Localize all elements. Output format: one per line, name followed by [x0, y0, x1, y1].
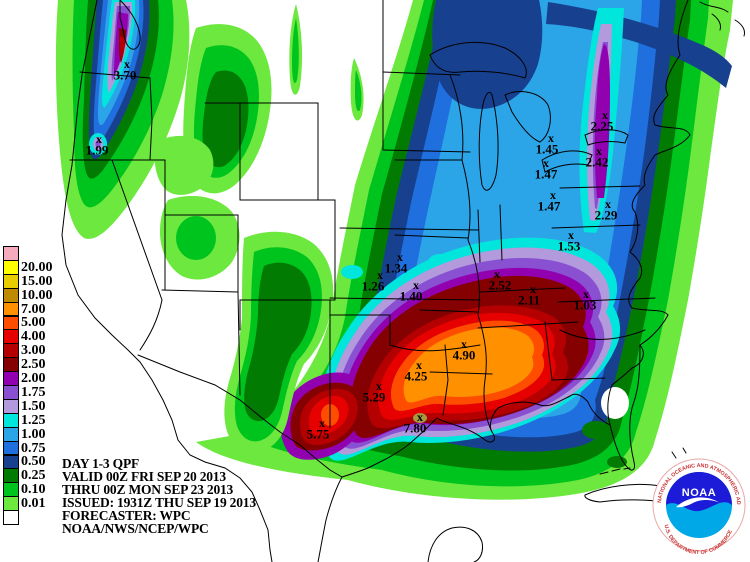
legend-swatch	[3, 259, 19, 275]
max-point-x-marker: x	[96, 132, 102, 146]
legend-label: 3.00	[21, 343, 46, 359]
legend-swatch	[3, 315, 19, 331]
legend-label: 0.01	[21, 496, 46, 512]
legend-label: 1.00	[21, 426, 46, 442]
seagull-icon	[676, 497, 720, 508]
florida-dry-hole	[601, 387, 629, 419]
max-point-x-marker: x	[461, 337, 467, 351]
legend-swatch	[3, 398, 19, 414]
max-point-x-marker: x	[530, 282, 536, 296]
legend-label: 2.50	[21, 357, 46, 373]
legend-swatch	[3, 246, 19, 261]
max-point-x-marker: x	[376, 379, 382, 393]
max-point-value: 3.70	[113, 67, 137, 83]
legend-swatch	[3, 357, 19, 373]
legend-label: 1.75	[21, 384, 46, 400]
legend-swatch	[3, 287, 19, 303]
legend-label: 15.00	[21, 273, 53, 289]
max-point-value: 1.40	[399, 288, 423, 304]
max-point-x-marker: x	[550, 188, 556, 202]
max-point-value: 2.42	[585, 154, 609, 170]
max-point-value: 1.99	[85, 142, 109, 158]
legend-swatch	[3, 301, 19, 317]
state-boundaries	[61, 0, 745, 562]
legend-swatch	[3, 385, 19, 400]
legend-label: 1.50	[21, 398, 46, 414]
max-point-value: 1.03	[573, 297, 597, 313]
legend-swatch	[3, 426, 19, 442]
max-point-x-marker: x	[596, 144, 602, 158]
max-point-x-marker: x	[124, 57, 130, 71]
legend-label: 5.00	[21, 315, 46, 331]
legend-label: 20.00	[21, 259, 53, 275]
max-point-x-marker: x	[583, 287, 589, 301]
info-line: DAY 1-3 QPF	[62, 456, 140, 471]
legend-label: 4.00	[21, 329, 46, 345]
max-point-x-marker: x	[543, 156, 549, 170]
max-point-value: 1.45	[535, 141, 559, 157]
max-point-value: 2.11	[517, 292, 541, 308]
info-line: ISSUED: 1931Z THU SEP 19 2013	[62, 495, 256, 510]
legend-label: 2.00	[21, 371, 46, 387]
max-point-x-marker: x	[377, 268, 383, 282]
legend-swatch	[3, 496, 19, 512]
legend-swatch	[3, 510, 19, 525]
max-point-x-marker: x	[413, 278, 419, 292]
max-point-x-marker: x	[319, 416, 325, 430]
legend-swatch	[3, 343, 19, 359]
legend-label: 0.25	[21, 468, 46, 484]
max-point-value: 7.80	[403, 420, 427, 436]
logo-noaa-text: NOAA	[682, 487, 716, 499]
max-point-value: 5.29	[362, 389, 386, 405]
max-point-x-marker: x	[417, 410, 423, 424]
legend-swatch	[3, 468, 19, 484]
legend-label: 0.50	[21, 454, 46, 470]
legend-swatch	[3, 482, 19, 498]
legend-label: 0.10	[21, 482, 46, 498]
max-point-x-marker: x	[548, 131, 554, 145]
info-line: NOAA/NWS/NCEP/WPC	[62, 521, 209, 536]
max-point-value: 1.47	[534, 166, 558, 182]
max-point-value: 1.34	[384, 260, 408, 276]
max-point-value: 2.29	[594, 207, 618, 223]
max-point-value: 2.25	[590, 118, 614, 134]
legend-label: 1.25	[21, 412, 46, 428]
legend-label: 7.00	[21, 301, 46, 317]
max-point-x-marker: x	[397, 250, 403, 264]
legend-swatch	[3, 412, 19, 428]
max-point-x-marker: x	[605, 197, 611, 211]
max-point-x-marker: x	[602, 108, 608, 122]
legend-swatch	[3, 454, 19, 470]
max-point-value: 1.53	[557, 238, 581, 254]
info-line: FORECASTER: WPC	[62, 508, 191, 523]
max-point-x-marker: x	[416, 358, 422, 372]
logo-sky	[666, 472, 732, 512]
legend-swatch	[3, 273, 19, 289]
max-point-value: 5.75	[306, 426, 330, 442]
legend-swatch	[3, 440, 19, 456]
max-point-x-marker: x	[494, 267, 500, 281]
legend-swatch	[3, 329, 19, 345]
legend-swatch	[3, 371, 19, 386]
max-point-value: 4.25	[404, 368, 428, 384]
forecast-info-block: DAY 1-3 QPF VALID 00Z FRI SEP 20 2013 THRU…	[62, 456, 256, 536]
max-point-value: 4.90	[452, 347, 476, 363]
max-point-value: 1.26	[361, 278, 385, 294]
info-line: THRU 00Z MON SEP 23 2013	[62, 482, 234, 497]
max-point-x-marker: x	[568, 228, 574, 242]
legend-label: 0.75	[21, 440, 46, 456]
max-point-value: 2.52	[488, 277, 512, 293]
info-line: VALID 00Z FRI SEP 20 2013	[62, 469, 226, 484]
max-point-value: 1.47	[537, 198, 561, 214]
legend-label: 10.00	[21, 287, 53, 303]
